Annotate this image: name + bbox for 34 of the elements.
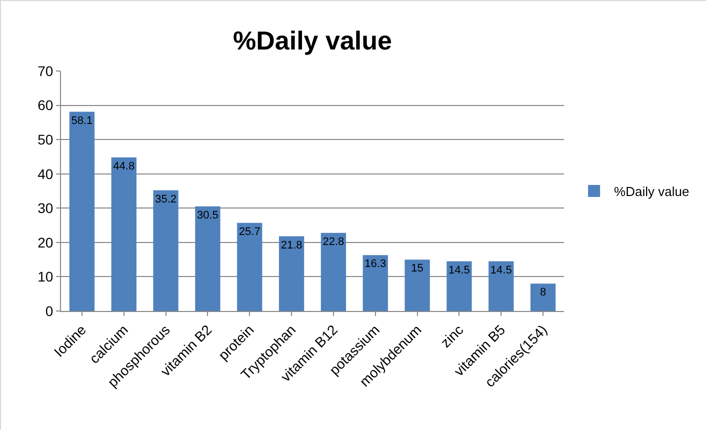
bar	[195, 206, 220, 311]
bar	[446, 261, 472, 311]
y-tick-label: 60	[38, 97, 54, 114]
data-label: 16.3	[364, 258, 386, 270]
data-label: 44.8	[113, 160, 135, 172]
y-tick-label: 10	[38, 268, 54, 285]
data-label: 22.8	[322, 236, 344, 248]
bar	[278, 236, 304, 311]
bar	[153, 190, 178, 311]
y-tick-label: 70	[38, 62, 54, 79]
data-label: 15	[411, 262, 424, 275]
bar	[362, 255, 388, 311]
bar	[404, 260, 430, 311]
data-label: 30.5	[196, 209, 218, 222]
y-tick-label: 30	[38, 200, 54, 216]
bar	[530, 284, 556, 311]
y-tick-label: 0	[45, 302, 54, 319]
legend-label: %Daily value	[614, 184, 690, 200]
y-tick-label: 50	[38, 131, 54, 148]
data-label: 21.8	[280, 239, 302, 252]
chart-title: %Daily value	[233, 25, 392, 56]
y-tick-label: 40	[38, 166, 54, 182]
y-tick-label: 20	[38, 234, 54, 250]
bar	[320, 232, 346, 311]
data-label: 8	[540, 286, 546, 299]
bar	[237, 222, 262, 311]
bar	[69, 112, 95, 311]
data-label: 25.7	[238, 226, 260, 238]
data-label: 35.2	[155, 193, 177, 206]
bar	[111, 157, 136, 311]
data-label: 58.1	[71, 114, 93, 127]
data-label: 14.5	[490, 264, 512, 276]
bar	[488, 261, 514, 311]
data-label: 14.5	[448, 264, 470, 276]
